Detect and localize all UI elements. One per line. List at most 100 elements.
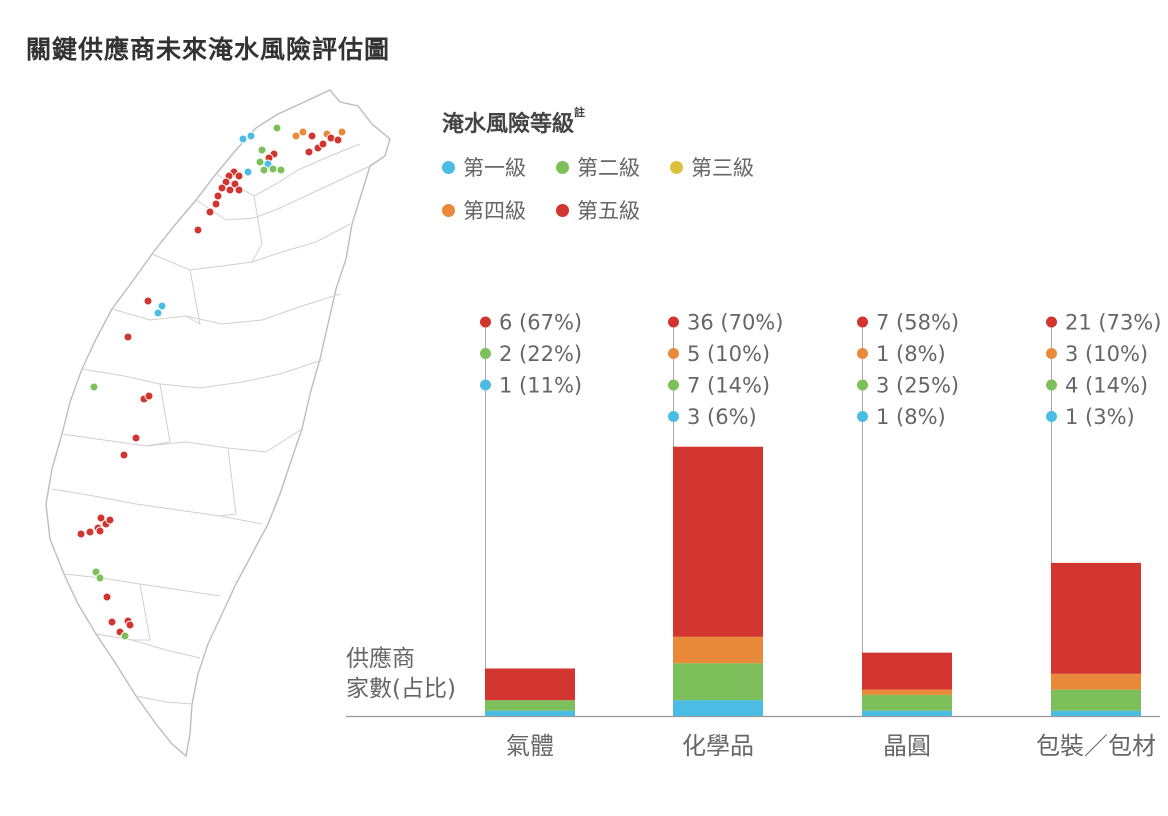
bar-segment-2-level-5	[673, 446, 763, 637]
data-label-4-4: 1 (3%)	[1065, 405, 1135, 429]
bar-segment-4-level-1	[1051, 710, 1141, 716]
supplier-dot	[193, 225, 203, 235]
legend-label-level-1: 第一級	[463, 156, 526, 180]
supplier-dot	[123, 332, 133, 342]
supplier-dot	[291, 131, 301, 141]
data-label-1-2: 2 (22%)	[499, 342, 582, 366]
data-label-dot-4-1	[1046, 316, 1057, 328]
data-label-1-3: 1 (11%)	[499, 374, 582, 398]
legend-item-level-3: 第三級	[670, 152, 754, 182]
bar-segment-2-level-2	[673, 663, 763, 701]
legend-label-level-4: 第四級	[463, 199, 526, 223]
legend-item-level-4: 第四級	[442, 195, 526, 225]
legend-dot-level-3	[670, 160, 683, 174]
supplier-dot	[144, 391, 154, 401]
supplier-dot	[143, 296, 153, 306]
supplier-dot	[85, 527, 95, 537]
legend-dot-level-2	[556, 160, 569, 174]
supplier-dot	[333, 135, 343, 145]
data-label-dot-2-4	[668, 411, 679, 422]
taiwan-map	[45, 89, 391, 758]
data-label-4-1: 21 (73%)	[1065, 311, 1161, 335]
data-label-dot-4-4	[1046, 411, 1057, 422]
supplier-dot	[119, 450, 129, 460]
data-label-1-1: 6 (67%)	[499, 311, 582, 335]
supplier-dot	[234, 171, 244, 181]
bar-segment-1-level-2	[485, 700, 575, 711]
data-label-3-2: 1 (8%)	[876, 342, 946, 366]
data-label-dot-4-3	[1046, 379, 1057, 391]
data-label-4-3: 4 (14%)	[1065, 374, 1148, 398]
county-borders	[51, 143, 371, 705]
category-label-4: 包裝／包材	[1036, 732, 1156, 760]
data-label-dot-2-2	[668, 348, 679, 359]
supplier-dot	[225, 185, 235, 195]
supplier-dot	[102, 592, 112, 602]
bar-segment-1-level-5	[485, 668, 575, 701]
data-label-dot-3-1	[857, 316, 868, 328]
chart-title: 關鍵供應商未來淹水風險評估圖	[26, 35, 391, 64]
supplier-dot	[298, 127, 308, 137]
supplier-dot	[238, 134, 248, 144]
supplier-dot	[95, 526, 105, 536]
supplier-dot	[211, 199, 221, 209]
bar-segment-1-level-1	[485, 710, 575, 716]
category-label-2: 化學品	[682, 732, 754, 760]
supplier-dot	[307, 131, 317, 141]
supplier-dot	[157, 301, 167, 311]
legend-item-level-2: 第二級	[556, 152, 640, 182]
supplier-dot	[234, 185, 244, 195]
y-axis-label-line-2: 家數(占比)	[346, 676, 456, 702]
supplier-dot	[257, 145, 267, 155]
supplier-dot	[95, 573, 105, 583]
supplier-dot	[153, 308, 163, 318]
bar-segment-4-level-4	[1051, 673, 1141, 690]
supplier-dot	[246, 131, 256, 141]
y-axis-label-line-1: 供應商	[346, 646, 415, 672]
supplier-dot	[304, 147, 314, 157]
bar-segment-3-level-1	[862, 710, 952, 716]
supplier-dot	[205, 207, 215, 217]
data-label-dot-4-2	[1046, 348, 1057, 359]
supplier-locations	[76, 123, 347, 641]
data-label-dot-2-3	[668, 379, 679, 391]
category-label-1: 氣體	[506, 732, 554, 760]
supplier-dot	[276, 165, 286, 175]
legend-title: 淹水風險等級註	[442, 106, 585, 138]
legend-label-level-5: 第五級	[577, 199, 640, 223]
bar-segment-4-level-2	[1051, 689, 1141, 711]
legend-label-level-2: 第二級	[577, 156, 640, 180]
supplier-dot	[318, 139, 328, 149]
supplier-dot	[243, 167, 253, 177]
data-label-4-2: 3 (10%)	[1065, 342, 1148, 366]
supplier-dot	[259, 165, 269, 175]
data-label-dot-1-1	[480, 316, 491, 328]
supplier-dot	[105, 515, 115, 525]
data-label-2-4: 3 (6%)	[687, 405, 757, 429]
supplier-dot	[272, 123, 282, 133]
bar-segment-3-level-5	[862, 652, 952, 690]
data-label-dot-2-1	[668, 316, 679, 328]
bar-segment-3-level-4	[862, 689, 952, 695]
legend-title-note: 註	[574, 106, 586, 119]
bar-segment-4-level-5	[1051, 562, 1141, 674]
legend-item-level-5: 第五級	[556, 195, 640, 225]
data-label-3-3: 3 (25%)	[876, 374, 959, 398]
data-label-2-1: 36 (70%)	[687, 311, 783, 335]
bar-segment-2-level-1	[673, 700, 763, 716]
data-label-2-3: 7 (14%)	[687, 374, 770, 398]
data-label-dot-3-4	[857, 411, 868, 422]
legend-label-level-3: 第三級	[691, 156, 754, 180]
legend-dot-level-5	[556, 203, 569, 217]
bar-segment-2-level-4	[673, 636, 763, 664]
data-label-dot-3-3	[857, 379, 868, 391]
data-label-dot-1-2	[480, 348, 491, 359]
legend-dot-level-4	[442, 203, 455, 217]
supplier-dot	[120, 631, 130, 641]
taiwan-outline	[45, 89, 391, 758]
legend-dot-level-1	[442, 160, 455, 174]
data-label-dot-1-3	[480, 379, 491, 391]
supplier-dot	[131, 433, 141, 443]
data-label-3-1: 7 (58%)	[876, 311, 959, 335]
